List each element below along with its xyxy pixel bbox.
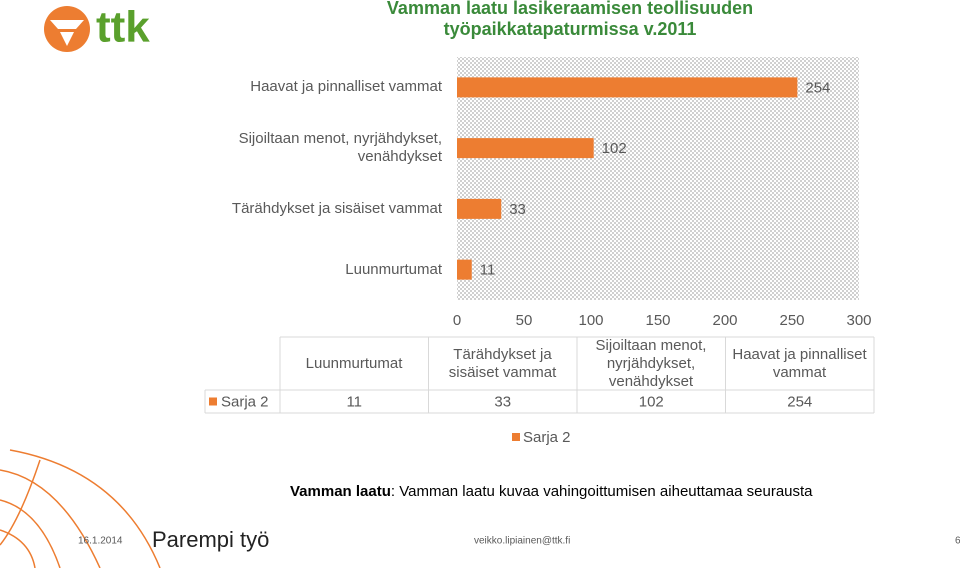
plot-area (457, 57, 859, 300)
x-tick-label: 100 (578, 312, 603, 329)
x-tick-label: 300 (846, 312, 871, 329)
y-tick-label: Tärähdykset ja sisäiset vammat (231, 199, 442, 217)
table-legend-key (209, 397, 217, 406)
decoration (0, 449, 161, 568)
footer-slogan: Parempi työ (152, 527, 269, 552)
legend-key (512, 433, 520, 441)
x-tick-label: 250 (779, 312, 804, 329)
bar (457, 198, 502, 219)
footer-email: veikko.lipiainen@ttk.fi (474, 536, 570, 547)
table-cell: 33 (494, 393, 511, 410)
table-cell: 254 (787, 393, 812, 410)
legend-label: Sarja 2 (523, 429, 571, 446)
data-label: 11 (480, 262, 496, 279)
table-header: Luunmurtumat (305, 354, 403, 372)
bar (457, 77, 798, 98)
x-tick-label: 50 (516, 312, 533, 329)
x-tick-label: 150 (645, 312, 670, 329)
data-label: 33 (509, 201, 526, 218)
x-tick-label: 0 (453, 312, 461, 329)
footer-date: 16.1.2014 (78, 536, 123, 547)
logo-text: ttk (96, 3, 150, 52)
footer-page: 6 (955, 536, 960, 547)
table-cell: 102 (639, 393, 664, 410)
footer-definition: : Vamman laatu kuvaa vahingoittumisen ai… (391, 483, 813, 500)
bar (457, 138, 594, 159)
table-header: Tärähdykset ja sisäiset vammat (448, 345, 557, 381)
data-label: 254 (805, 79, 830, 96)
footer-term: Vamman laatu (290, 483, 391, 500)
footer-note: Vamman laatu: Vamman laatu kuvaa vahingo… (290, 483, 813, 500)
x-tick-label: 200 (712, 312, 737, 329)
logo-icon (44, 6, 90, 52)
table-cell: 11 (346, 393, 362, 410)
table-header: Haavat ja pinnalliset vammat (732, 345, 867, 381)
y-tick-label: Luunmurtumat (345, 260, 442, 278)
data-label: 102 (602, 140, 627, 157)
y-tick-label: Sijoiltaan menot, nyrjähdykset, venähdyk… (238, 130, 442, 166)
table-header: Sijoiltaan menot, nyrjähdykset, venähdyk… (595, 336, 707, 390)
table-series-name: Sarja 2 (221, 393, 269, 410)
y-tick-label: Haavat ja pinnalliset vammat (250, 78, 442, 96)
slide-title: Vamman laatu lasikeraamisen teollisuuden… (386, 0, 754, 39)
bar (457, 259, 472, 280)
